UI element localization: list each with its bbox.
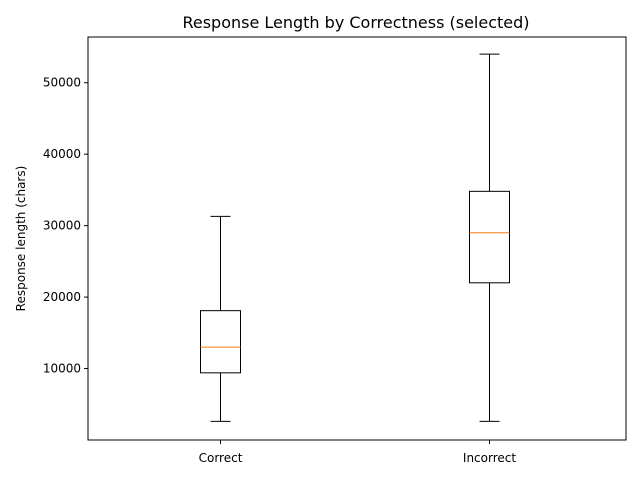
y-tick-label: 40000 <box>43 147 81 161</box>
chart-title: Response Length by Correctness (selected… <box>182 13 529 32</box>
interquartile-box <box>200 310 241 374</box>
y-axis-label: Response length (chars) <box>14 166 28 312</box>
y-tick-label: 10000 <box>43 362 81 376</box>
x-tick-label: Correct <box>199 451 243 465</box>
interquartile-box <box>469 190 510 284</box>
y-tick-label: 20000 <box>43 290 81 304</box>
y-tick-label: 50000 <box>43 76 81 90</box>
box-correct <box>200 215 241 422</box>
x-axis-ticks: Correct Incorrect <box>199 440 516 465</box>
plot-area-frame <box>87 36 627 441</box>
y-axis-ticks: 10000 20000 30000 40000 50000 <box>43 76 88 376</box>
box-series <box>200 53 510 422</box>
x-tick-label: Incorrect <box>463 451 516 465</box>
y-tick-label: 30000 <box>43 219 81 233</box>
box-incorrect <box>469 53 510 422</box>
